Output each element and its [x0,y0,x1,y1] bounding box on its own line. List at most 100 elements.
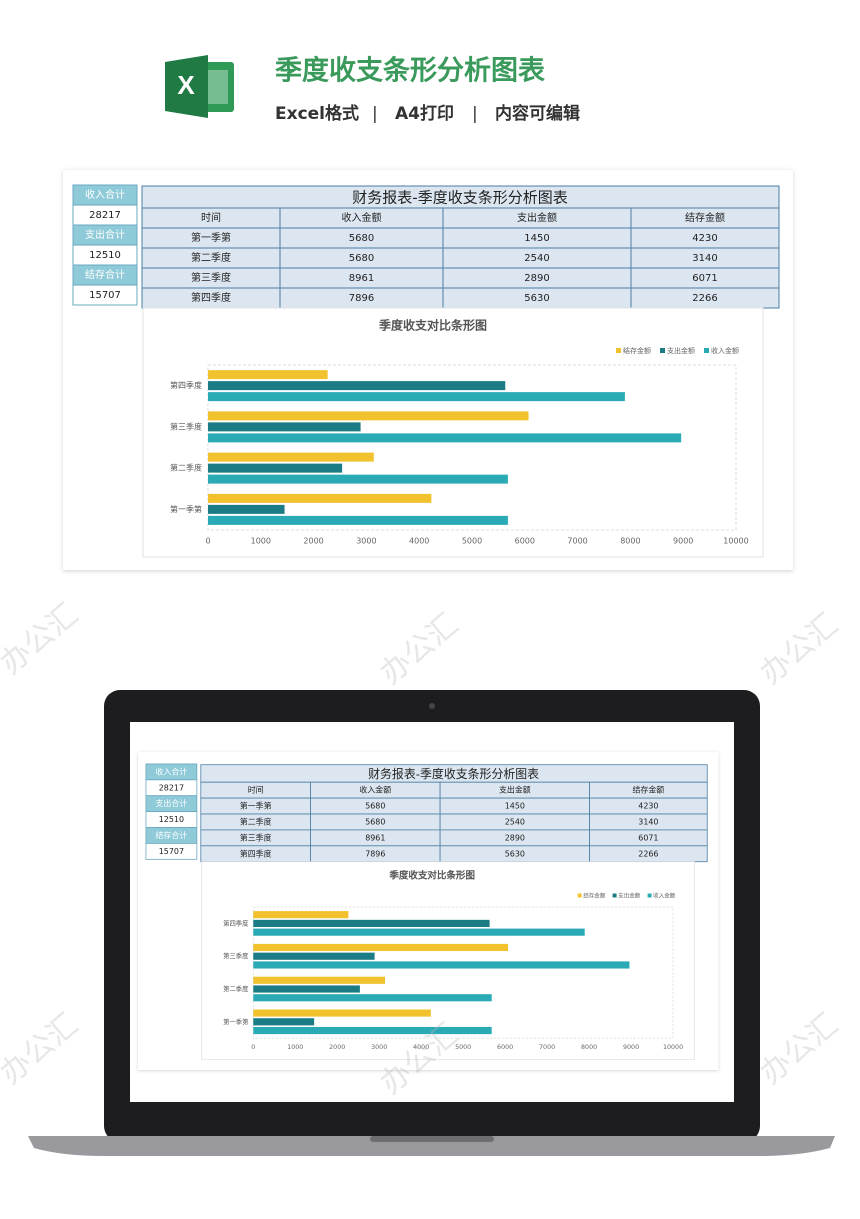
summary-value: 12510 [89,250,121,261]
summary-label: 结存合计 [85,268,125,281]
x-tick-label: 0 [205,537,210,546]
table-value: 2540 [505,817,525,826]
legend-label: 支出金额 [667,346,695,355]
x-tick-label: 1000 [251,537,271,546]
table-value: 6071 [692,273,717,284]
x-tick-label: 4000 [413,1044,429,1051]
feature: A4打印 [395,103,454,124]
x-tick-label: 2000 [303,537,323,546]
x-tick-label: 4000 [409,537,429,546]
table-value: 5680 [349,253,374,264]
separator: | [472,104,478,124]
plot-border [207,364,737,531]
legend-swatch [704,348,709,353]
summary-value: 28217 [89,210,121,221]
legend-swatch [660,348,665,353]
bar [253,1009,431,1017]
table-value: 第三季度 [240,832,272,842]
summary-value-cell [72,284,138,306]
x-tick-label: 0 [251,1044,255,1051]
bar [208,452,374,462]
feature: 内容可编辑 [495,103,580,124]
y-tick-label: 第一季第 [170,504,202,514]
table-value: 3140 [692,253,717,264]
bar [208,504,285,514]
legend-swatch [612,893,617,898]
table-value: 4230 [638,802,658,811]
table-value: 第四季度 [191,291,231,304]
x-tick-label: 3000 [356,537,376,546]
summary-label: 收入合计 [156,766,188,776]
table-value: 第三季度 [191,271,231,284]
table-value: 8961 [365,833,385,842]
table-value: 7896 [349,293,374,304]
table-value: 第一季第 [240,801,272,811]
bar [253,928,585,936]
x-tick-label: 8000 [581,1044,597,1051]
x-tick-label: 5000 [462,537,482,546]
table-header: 结存金额 [633,785,665,795]
bar [253,961,630,969]
table-value: 3140 [638,817,658,826]
table-value: 5680 [349,233,374,244]
table-value: 5630 [505,849,525,858]
x-tick-label: 6000 [497,1044,513,1051]
summary-label: 支出合计 [156,798,188,808]
x-tick-label: 7000 [567,537,587,546]
table-header: 时间 [201,211,221,224]
table-value: 2266 [638,849,658,858]
bar [208,392,625,402]
bar [253,919,490,927]
watermark: 办公汇 [0,1007,85,1092]
bar [208,411,529,421]
bar [253,1018,315,1026]
table-value: 2540 [524,253,549,264]
page-title: 季度收支条形分析图表 [275,55,545,87]
x-tick-label: 2000 [329,1044,345,1051]
legend-label: 收入金额 [653,891,676,899]
table-header: 结存金额 [685,211,725,224]
bar [208,422,361,432]
bar [208,463,343,473]
table-value: 2890 [524,273,549,284]
feature: Excel格式 [275,103,359,124]
table-value: 1450 [524,233,549,244]
table-value: 8961 [349,273,374,284]
bar [208,433,682,443]
chart-box [142,307,764,558]
y-tick-label: 第二季度 [170,463,202,473]
summary-value: 15707 [159,847,184,856]
x-tick-label: 9000 [623,1044,639,1051]
table-header: 支出金额 [517,211,557,224]
x-tick-label: 3000 [371,1044,387,1051]
table-value: 2890 [505,833,525,842]
table-header: 时间 [248,785,264,795]
x-tick-label: 8000 [620,537,640,546]
watermark: 办公汇 [754,607,845,692]
summary-value: 28217 [159,783,184,792]
x-tick-label: 9000 [673,537,693,546]
summary-label: 结存合计 [156,830,188,840]
bar [208,474,508,484]
svg-text:X: X [177,70,195,100]
excel-icon: X [165,55,234,118]
y-tick-label: 第二季度 [223,984,249,993]
legend-swatch [616,348,621,353]
bar [253,1026,492,1035]
legend-label: 支出金额 [618,891,641,899]
table-value: 1450 [505,802,525,811]
table-title: 财务报表-季度收支条形分析图表 [352,189,567,207]
summary-value-cell [145,843,198,860]
table-value: 5680 [365,802,385,811]
summary-value: 12510 [159,815,184,824]
bar [253,985,360,993]
plot-border [252,906,674,1039]
bar [208,381,506,391]
legend-label: 结存金额 [583,891,606,899]
x-tick-label: 10000 [663,1044,683,1051]
table-title: 财务报表-季度收支条形分析图表 [368,767,539,781]
x-tick-label: 7000 [539,1044,555,1051]
bar [253,911,349,919]
table-value: 第四季度 [240,848,272,858]
legend-label: 结存金额 [623,346,651,355]
